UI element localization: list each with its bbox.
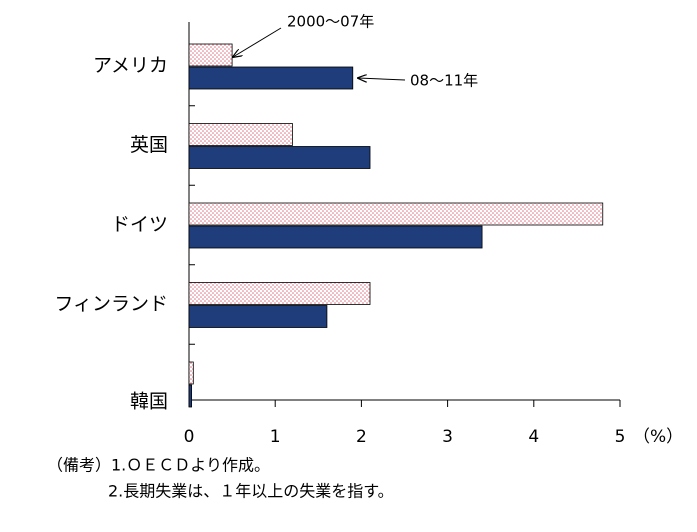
arrow [358,78,406,80]
bar [188,66,354,90]
y-tick-label: フィンランド [54,293,168,315]
x-tick-label: 5 [615,427,626,447]
bar [188,43,233,67]
bar [188,225,483,249]
y-tick-label: アメリカ [93,55,168,77]
bar [188,282,371,305]
x-tick-label: 0 [184,427,195,447]
bar [188,361,194,385]
bar [188,123,293,146]
x-tick-label: 1 [270,427,281,447]
x-tick-label: 3 [442,427,453,447]
note: （備考）1.ＯＥＣＤより作成。 [47,456,270,475]
bar [188,305,328,328]
note: 2.長期失業は、１年以上の失業を指す。 [108,482,394,501]
y-tick-label: 韓国 [130,391,168,413]
bar [188,384,192,408]
y-tick-label: 英国 [130,134,168,156]
arrow [233,27,282,57]
x-tick-label: 4 [528,427,539,447]
annotation: 08～11年 [410,72,478,90]
x-unit: （%） [633,427,683,447]
x-tick-label: 2 [356,427,367,447]
annotation: 2000～07年 [287,13,374,31]
y-tick-label: ドイツ [111,214,168,236]
bar [188,202,604,226]
bar [188,146,371,169]
